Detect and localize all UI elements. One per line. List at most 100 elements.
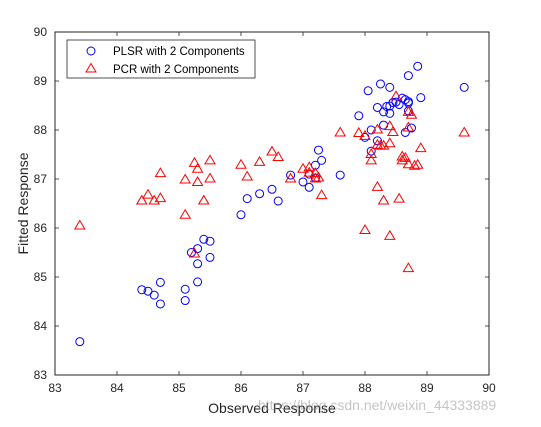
plsr-point	[314, 145, 323, 155]
pcr-point	[402, 158, 415, 169]
pcr-point	[408, 159, 421, 170]
pcr-point	[371, 138, 384, 149]
pcr-point	[135, 194, 148, 205]
plsr-point	[242, 194, 252, 204]
plsr-point	[317, 155, 327, 165]
y-tick-label: 87	[34, 172, 48, 186]
plsr-point	[335, 170, 345, 180]
pcr-point	[303, 166, 316, 177]
pcr-point	[399, 151, 412, 162]
x-tick-label: 87	[296, 381, 310, 395]
pcr-point	[315, 189, 328, 200]
plsr-point	[236, 210, 246, 220]
pcr-point	[334, 126, 347, 137]
plsr-point	[459, 82, 469, 92]
y-tick-label: 90	[34, 25, 48, 39]
y-tick-label: 85	[34, 270, 48, 284]
pcr-point	[188, 247, 201, 258]
pcr-point	[142, 188, 154, 199]
plsr-point	[304, 182, 314, 192]
plsr-point	[407, 123, 416, 133]
pcr-point	[359, 129, 371, 140]
plsr-point	[149, 290, 159, 300]
y-axis-label: Fitted Response	[15, 152, 31, 254]
plsr-point	[180, 296, 190, 306]
plsr-point	[376, 79, 385, 89]
pcr-point	[402, 121, 415, 132]
plsr-point	[363, 86, 373, 96]
plsr-point	[193, 277, 203, 287]
legend-marker-pcr	[85, 62, 97, 73]
pcr-point	[191, 175, 204, 186]
pcr-point	[371, 180, 384, 191]
x-tick-label: 88	[358, 381, 372, 395]
plsr-point	[354, 111, 364, 121]
legend-label-plsr: PLSR with 2 Components	[113, 46, 245, 58]
plsr-point	[385, 108, 395, 118]
plsr-point	[286, 170, 296, 180]
pcr-point	[266, 145, 278, 156]
plsr-point	[205, 236, 215, 246]
plsr-point	[413, 61, 423, 71]
x-tick-label: 90	[482, 381, 496, 395]
plsr-point	[403, 71, 413, 81]
pcr-point	[352, 126, 365, 137]
pcr-point	[309, 172, 322, 183]
y-tick-label: 89	[34, 74, 48, 88]
pcr-point	[387, 125, 399, 136]
pcr-point	[359, 223, 371, 234]
legend-label-pcr: PCR with 2 Components	[113, 64, 239, 76]
x-tick-label: 89	[420, 381, 434, 395]
plsr-point	[75, 337, 85, 347]
pcr-point	[179, 173, 192, 184]
axes-frame	[54, 31, 490, 376]
pcr-point	[383, 229, 396, 240]
plsr-point	[372, 102, 382, 112]
pcr-point	[197, 194, 210, 205]
plsr-point	[273, 196, 283, 206]
pcr-point	[414, 142, 427, 153]
plsr-point	[155, 277, 165, 287]
pcr-point	[312, 171, 325, 182]
pcr-point	[309, 167, 322, 178]
pcr-point	[371, 123, 384, 134]
y-tick-label: 83	[34, 368, 48, 382]
plsr-point	[372, 136, 382, 146]
pcr-point	[396, 150, 409, 161]
pcr-point	[154, 192, 167, 203]
legend-box	[66, 39, 256, 79]
pcr-point	[204, 172, 216, 183]
x-axis-label: Observed Response	[208, 400, 336, 416]
plsr-point	[385, 82, 395, 92]
y-tick-label: 86	[34, 221, 48, 235]
plsr-point	[155, 299, 165, 309]
pcr-point	[390, 90, 402, 101]
pcr-point	[188, 156, 201, 167]
y-tick-label: 88	[34, 123, 48, 137]
pcr-point	[179, 208, 192, 219]
plsr-point	[267, 184, 277, 194]
pcr-point	[402, 262, 415, 273]
plsr-point	[193, 259, 203, 269]
plsr-point	[205, 252, 215, 262]
y-tick-label: 84	[34, 319, 48, 333]
pcr-point	[303, 161, 316, 172]
pcr-point	[377, 194, 390, 205]
plsr-point	[298, 177, 308, 187]
pcr-point	[204, 154, 216, 165]
x-tick-label: 85	[172, 381, 186, 395]
legend-marker-plsr	[86, 46, 96, 56]
pcr-point	[272, 150, 285, 161]
pcr-point	[241, 170, 254, 181]
pcr-point	[365, 148, 378, 159]
x-tick-label: 86	[234, 381, 248, 395]
plsr-point	[388, 98, 398, 108]
pcr-point	[458, 126, 471, 137]
plsr-point	[180, 284, 190, 294]
pcr-point	[383, 137, 396, 148]
plsr-point	[193, 244, 203, 254]
pcr-point	[154, 167, 167, 178]
plsr-point	[137, 285, 147, 295]
plsr-point	[379, 107, 389, 117]
